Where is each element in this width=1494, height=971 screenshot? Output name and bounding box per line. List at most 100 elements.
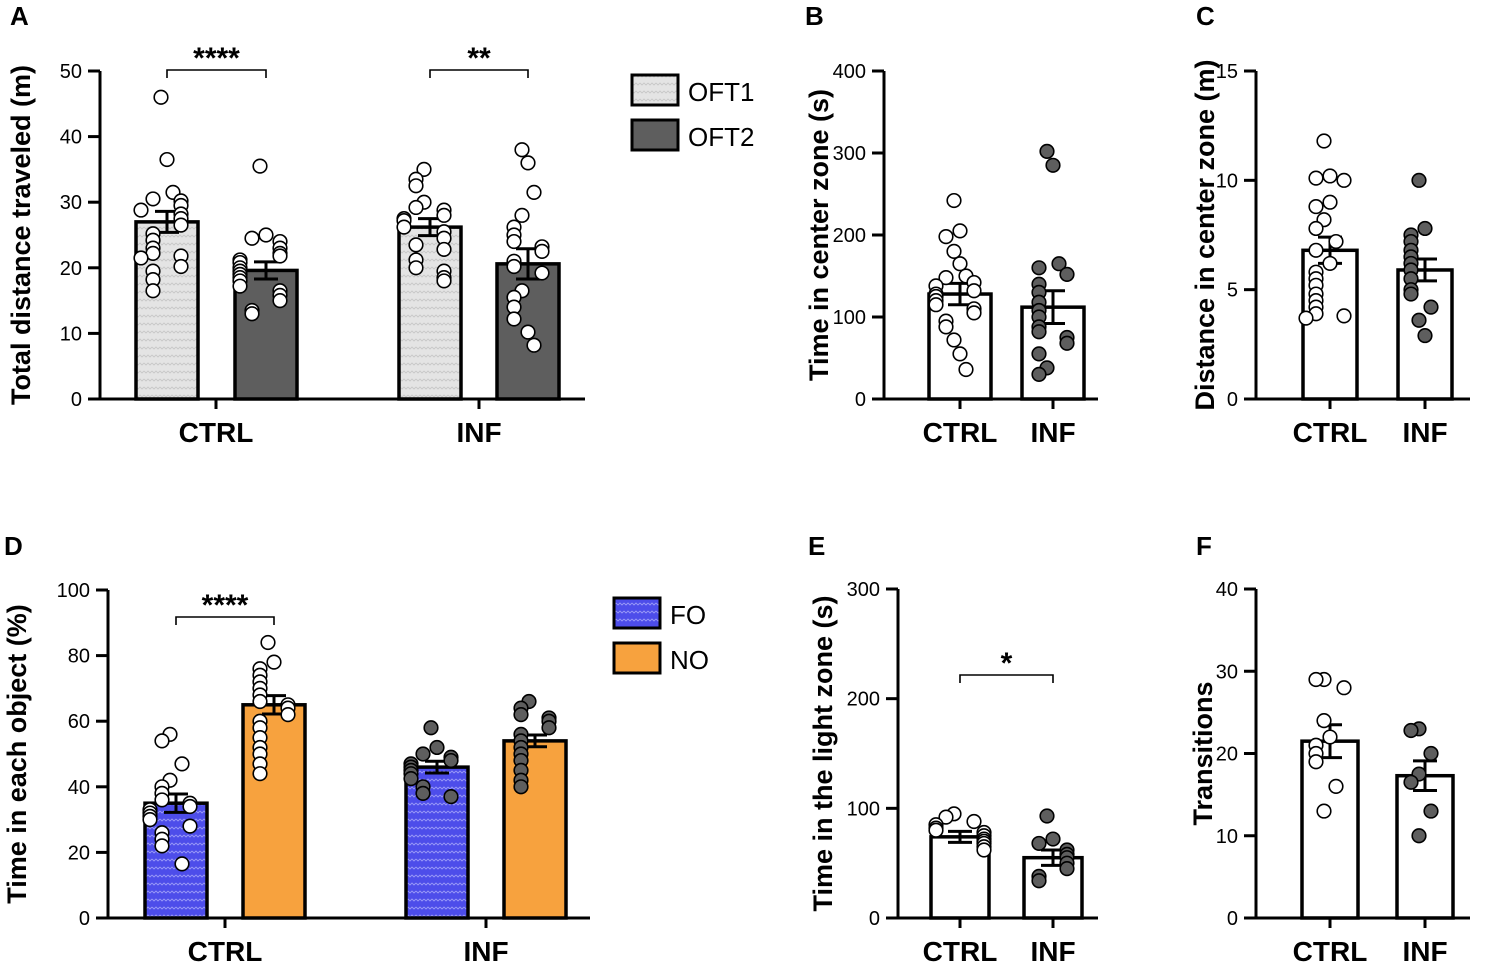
data-point	[1031, 346, 1047, 362]
data-point	[244, 230, 260, 246]
category-label: CTRL	[1293, 417, 1368, 448]
y-tick-label: 40	[60, 127, 82, 149]
data-point	[506, 233, 522, 250]
y-tick-label: 40	[68, 777, 90, 799]
data-point	[526, 337, 542, 353]
data-point	[145, 283, 161, 299]
data-point	[1423, 299, 1439, 315]
data-point	[408, 178, 424, 194]
data-point	[1336, 308, 1352, 324]
y-tick-label: 20	[1216, 744, 1238, 766]
data-point	[938, 319, 954, 335]
data-point	[506, 258, 522, 275]
data-point	[952, 346, 968, 362]
data-point	[1316, 133, 1332, 149]
data-point	[252, 766, 268, 782]
significance-label: ****	[202, 589, 249, 622]
data-point	[173, 217, 189, 233]
y-tick-label: 60	[68, 711, 90, 733]
data-point	[1308, 170, 1324, 186]
data-point	[938, 809, 954, 825]
data-point	[252, 158, 268, 174]
panel-letter: C	[1196, 1, 1215, 31]
data-point	[928, 822, 944, 838]
data-point	[436, 273, 452, 289]
data-point	[1031, 324, 1047, 340]
data-point	[415, 746, 431, 762]
data-point	[1059, 266, 1075, 282]
y-tick-label: 30	[60, 192, 82, 214]
data-point	[526, 184, 542, 200]
significance-bracket	[166, 69, 267, 78]
significance-label: ****	[193, 42, 240, 75]
data-point	[1322, 194, 1338, 210]
data-point	[415, 785, 431, 801]
data-point	[938, 270, 954, 286]
data-point	[1423, 745, 1439, 762]
data-point	[946, 192, 962, 209]
y-tick-label: 0	[71, 389, 82, 411]
data-point	[966, 813, 982, 830]
data-point	[408, 260, 424, 276]
data-point	[506, 311, 522, 327]
data-point	[159, 151, 175, 168]
data-point	[396, 219, 412, 235]
significance-label: **	[467, 42, 491, 75]
category-label: INF	[1402, 936, 1447, 967]
significance-bracket	[175, 616, 275, 625]
data-point	[1059, 335, 1075, 351]
data-point	[232, 278, 248, 294]
y-tick-label: 10	[1216, 170, 1238, 192]
y-axis-title: Time in center zone (s)	[804, 89, 834, 381]
data-point	[1298, 310, 1314, 326]
data-point	[1322, 729, 1338, 745]
data-point	[260, 634, 276, 651]
panel-F: 0 10 20 30 40 CTRL INF Transitions F	[1188, 531, 1470, 967]
data-point	[272, 293, 288, 309]
panel-D: 0 20 40 60 80 100 CTRL INF Time in each object (…	[2, 531, 709, 967]
data-point	[142, 811, 158, 828]
data-point	[1045, 831, 1061, 847]
data-point	[1403, 722, 1419, 739]
data-point	[1045, 157, 1061, 173]
data-point	[174, 856, 190, 872]
data-point	[1059, 861, 1075, 877]
significance-label: *	[1001, 647, 1013, 680]
y-tick-label: 100	[847, 798, 880, 820]
y-tick-label: 50	[60, 61, 82, 83]
data-point	[1308, 220, 1324, 237]
data-point	[1336, 172, 1352, 188]
bar	[241, 703, 307, 920]
category-label: INF	[1402, 417, 1447, 448]
y-tick-label: 80	[68, 646, 90, 668]
data-point	[154, 838, 170, 854]
legend-swatch	[630, 73, 680, 107]
legend-swatch	[630, 118, 680, 152]
bar	[502, 739, 568, 920]
category-label: INF	[456, 417, 501, 448]
data-point	[1411, 312, 1427, 328]
data-point	[408, 237, 424, 253]
y-tick-label: 20	[60, 258, 82, 280]
data-point	[1417, 220, 1433, 237]
bar	[404, 765, 470, 920]
data-point	[443, 752, 459, 769]
data-point	[534, 243, 550, 259]
data-point	[966, 283, 982, 299]
panel-letter: E	[808, 531, 825, 561]
y-axis-title: Transitions	[1188, 681, 1218, 825]
category-label: CTRL	[923, 417, 998, 448]
y-tick-label: 20	[68, 842, 90, 864]
data-point	[174, 756, 190, 772]
panel-A: 0 10 20 30 40 50 CTRL INF Total distance travele…	[6, 1, 754, 448]
data-point	[436, 207, 452, 223]
y-tick-label: 10	[1216, 826, 1238, 848]
data-point	[423, 720, 439, 736]
data-point	[280, 707, 296, 723]
category-label: INF	[1030, 936, 1075, 967]
data-point	[133, 202, 149, 218]
legend-label: OFT1	[688, 77, 754, 107]
y-tick-label: 10	[60, 323, 82, 345]
y-tick-label: 300	[847, 579, 880, 601]
data-point	[928, 297, 944, 313]
